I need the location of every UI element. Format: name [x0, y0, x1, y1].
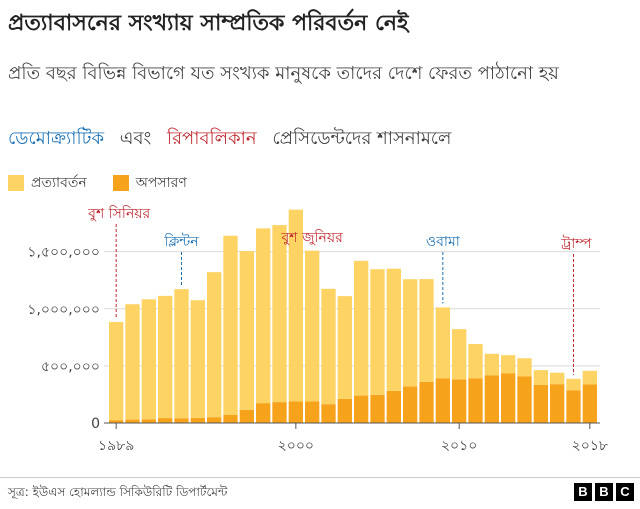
bar-returns [321, 288, 336, 405]
bar-returns [386, 268, 401, 391]
bar-removals [337, 398, 352, 423]
x-tick-label: ২০১৮ [572, 438, 608, 454]
bar-returns [452, 329, 467, 380]
bar-returns [190, 300, 205, 418]
president-label: বুশ সিনিয়র [87, 205, 150, 222]
bar-removals [109, 420, 124, 423]
bar-removals [435, 378, 450, 423]
bar-removals [419, 381, 434, 423]
and-label: এবং [119, 128, 152, 149]
bar-removals [288, 401, 303, 423]
source-note: সূত্র: ইউএস হোমল্যান্ড সিকিউরিটি ডিপার্ট… [8, 485, 228, 499]
bar-returns [550, 372, 565, 385]
bbc-logo-letter: B [574, 483, 592, 501]
bar-removals [272, 402, 287, 423]
legend-label-returns: প্রত্যাবর্তন [31, 175, 87, 191]
bar-removals [207, 417, 222, 423]
bar-returns [272, 225, 287, 403]
bar-returns [337, 296, 352, 399]
president-label: ট্রাম্প [560, 235, 592, 252]
bar-removals [223, 415, 238, 423]
bar-removals [452, 379, 467, 423]
bar-removals [321, 404, 336, 423]
bar-removals [141, 419, 156, 423]
bar-returns [288, 209, 303, 402]
bbc-logo-letter: C [616, 483, 634, 501]
bar-returns [223, 235, 238, 416]
bar-returns [207, 272, 222, 418]
footer-rule [0, 477, 640, 478]
y-tick-label: 0 [91, 416, 100, 432]
president-label: বুশ জুনিয়র [280, 229, 343, 246]
legend: প্রত্যাবর্তন অপসারণ [8, 171, 213, 195]
bar-returns [484, 353, 499, 376]
bar-removals [582, 384, 597, 423]
bar-returns [582, 370, 597, 385]
bar-removals [239, 409, 254, 423]
chart-title: প্রত্যাবাসনের সংখ্যায় সাম্প্রতিক পরিবর্… [8, 11, 409, 36]
bar-returns [354, 260, 369, 396]
deportations-bar-chart: 0 ৫০০,০০০ ১,০০০,০০০ ১,৫০০,০০০ ১৯৮৯ ২০০০ ২০১০ ২০… [27, 205, 608, 454]
bar-returns [305, 250, 320, 402]
bar-removals [174, 418, 189, 423]
bar-removals [517, 376, 532, 423]
bar-removals [550, 384, 565, 423]
bar-returns [501, 355, 516, 374]
bar-returns [109, 321, 124, 421]
bar-removals [566, 390, 581, 423]
x-tick-label: ২০১০ [441, 438, 477, 454]
bar-removals [158, 418, 173, 423]
bar-removals [386, 390, 401, 423]
bar-returns [239, 251, 254, 410]
bar-removals [256, 403, 271, 423]
bar-returns [517, 358, 532, 377]
bar-returns [174, 289, 189, 419]
president-label: ক্লিন্টন [163, 233, 199, 250]
chart-subtitle-parties: ডেমোক্র্যাটিক এবং রিপাবলিকান প্রেসিডেন্ট… [8, 124, 461, 155]
bar-returns [370, 269, 385, 395]
bar-removals [370, 394, 385, 423]
bar-returns [141, 299, 156, 420]
chart-subtitle: প্রতি বছর বিভিন্ন বিভাগে যত সংখ্যক মানুষ… [8, 63, 559, 84]
bar-returns [158, 295, 173, 419]
president-label: ওবামা [426, 234, 461, 250]
bar-removals [190, 417, 205, 423]
bar-removals [305, 401, 320, 423]
bar-returns [468, 343, 483, 379]
bbc-logo-letter: B [595, 483, 613, 501]
bar-returns [125, 304, 140, 420]
democrat-label: ডেমোক্র্যাটিক [8, 128, 105, 149]
y-tick-label: ১,৫০০,০০০ [27, 245, 100, 261]
bar-removals [354, 395, 369, 423]
bar-removals [533, 384, 548, 423]
bar-returns [533, 370, 548, 385]
legend-swatch-removals [112, 175, 129, 191]
x-tick-label: ২০০০ [278, 438, 314, 454]
bbc-logo: B B C [571, 483, 634, 501]
legend-label-removals: অপসারণ [135, 175, 187, 191]
bar-returns [403, 279, 418, 387]
subtitle-rest: প্রেসিডেন্টদের শাসনামলে [272, 128, 452, 149]
bar-removals [403, 386, 418, 423]
bar-returns [435, 307, 450, 379]
bar-returns [419, 279, 434, 382]
bar-removals [501, 373, 516, 423]
bar-returns [256, 228, 271, 404]
bar-returns [566, 378, 581, 391]
bar-removals [468, 378, 483, 423]
y-tick-label: ৫০০,০০০ [41, 359, 100, 375]
y-tick-label: ১,০০০,০০০ [27, 302, 100, 318]
legend-item-returns: প্রত্যাবর্তন [8, 171, 87, 195]
republican-label: রিপাবলিকান [166, 128, 257, 149]
legend-swatch-returns [8, 175, 24, 191]
legend-item-removals: অপসারণ [112, 171, 187, 195]
bar-removals [484, 375, 499, 423]
x-tick-label: ১৯৮৯ [98, 438, 134, 454]
bar-removals [125, 419, 140, 423]
